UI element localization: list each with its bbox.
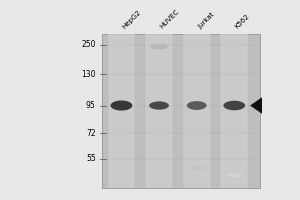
Text: HUVEC: HUVEC: [159, 9, 180, 30]
Bar: [183, 34, 211, 188]
Ellipse shape: [110, 100, 132, 111]
Bar: [220, 34, 248, 188]
Bar: [108, 34, 135, 188]
Polygon shape: [250, 97, 262, 114]
Text: 250: 250: [81, 40, 96, 49]
Bar: [145, 34, 173, 188]
Bar: [102, 34, 260, 188]
Text: 95: 95: [86, 101, 96, 110]
Ellipse shape: [150, 44, 168, 49]
Ellipse shape: [224, 101, 245, 110]
Ellipse shape: [188, 166, 205, 170]
Ellipse shape: [149, 101, 169, 110]
Text: HepG2: HepG2: [122, 9, 142, 30]
Text: 72: 72: [86, 129, 96, 138]
Ellipse shape: [227, 174, 242, 177]
Ellipse shape: [187, 101, 207, 110]
Text: 55: 55: [86, 154, 96, 163]
Text: 130: 130: [81, 70, 96, 79]
Text: K562: K562: [234, 13, 251, 30]
Text: Jurkat: Jurkat: [197, 11, 215, 30]
